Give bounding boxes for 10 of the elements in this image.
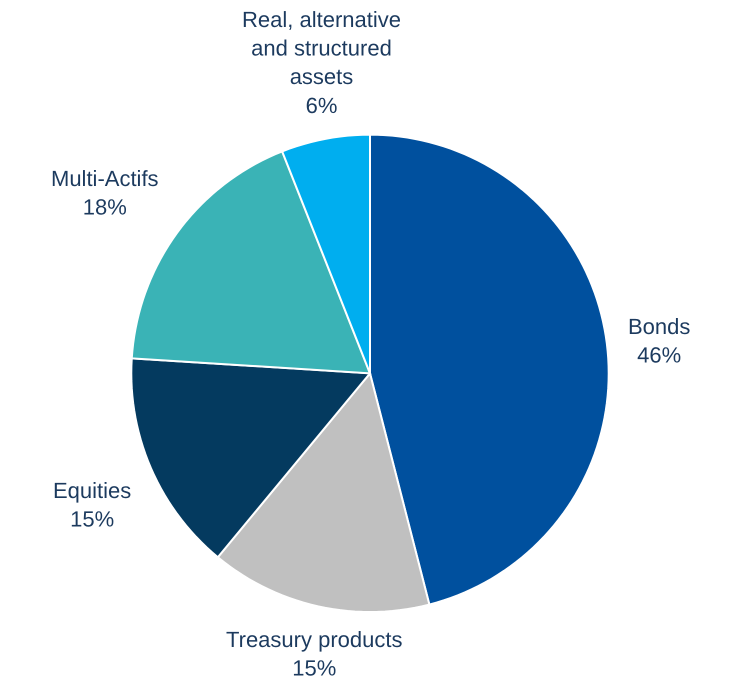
data-label: 6% [306,92,338,118]
data-label: 18% [82,194,127,220]
data-label: 46% [637,342,682,368]
data-label: 15% [292,656,336,681]
slice-label: Real, alternative and structured assets [242,7,401,90]
slice-label: Multi-Actifs [51,166,159,191]
slice-label: Equities [53,478,132,503]
slice-label: Bonds [628,314,690,339]
data-label: 15% [70,506,114,532]
slice-label: Treasury products [226,627,402,652]
